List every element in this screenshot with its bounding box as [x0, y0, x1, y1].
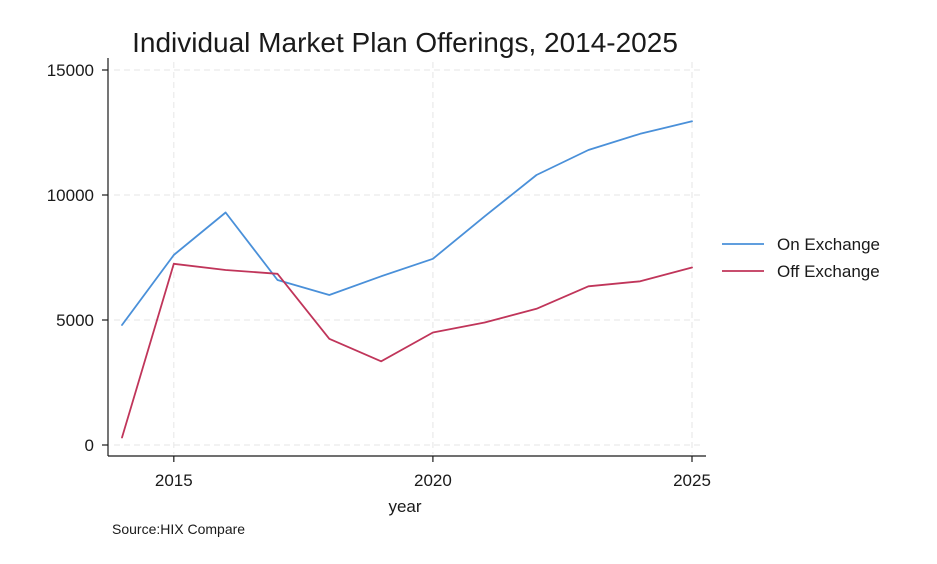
x-axis-title: year — [388, 497, 421, 516]
y-tick-label: 15000 — [47, 61, 94, 80]
axes: 0 5000 10000 15000 2015 2020 2025 — [47, 58, 711, 490]
x-tick-label: 2015 — [155, 471, 193, 490]
series-line-on-exchange — [121, 120, 693, 326]
grid — [114, 62, 702, 454]
series-line-off-exchange — [121, 262, 693, 439]
legend-label: Off Exchange — [777, 262, 880, 281]
y-tick-label: 10000 — [47, 186, 94, 205]
x-tick-label: 2020 — [414, 471, 452, 490]
y-tick-label: 0 — [85, 436, 94, 455]
legend-label: On Exchange — [777, 235, 880, 254]
source-note: Source:HIX Compare — [112, 521, 245, 537]
legend: On Exchange Off Exchange — [722, 235, 880, 281]
series-lines — [121, 120, 693, 439]
chart-title: Individual Market Plan Offerings, 2014-2… — [132, 27, 678, 58]
x-tick-label: 2025 — [673, 471, 711, 490]
y-tick-label: 5000 — [56, 311, 94, 330]
